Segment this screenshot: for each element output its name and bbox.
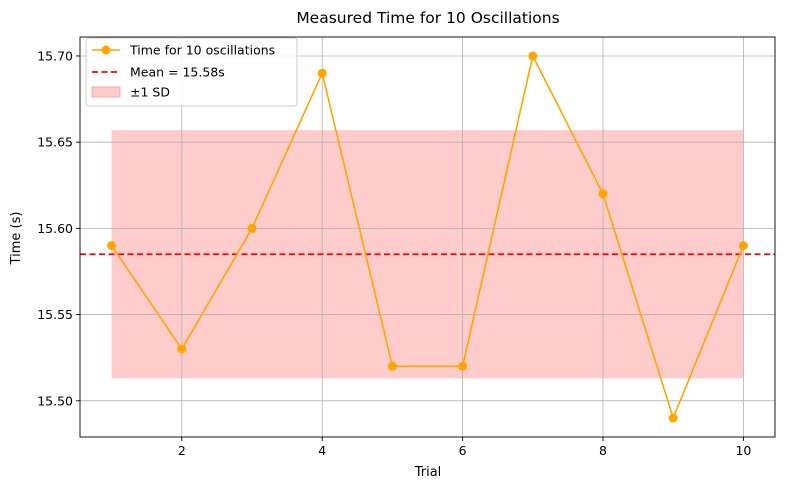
legend-marker-swatch <box>101 45 111 55</box>
data-point <box>247 223 257 233</box>
data-point <box>317 68 327 78</box>
data-point <box>668 413 678 423</box>
y-tick-label: 15.70 <box>37 48 73 63</box>
y-tick-label: 15.55 <box>37 307 73 322</box>
x-tick-label: 2 <box>178 443 186 458</box>
data-point <box>107 241 117 251</box>
plot-area: 2 4 6 8 10 15.50 15.55 15.60 15.65 15.70 <box>37 36 776 458</box>
legend-label-series: Time for 10 oscillations <box>129 43 275 58</box>
y-axis-label: Time (s) <box>9 212 24 266</box>
series-line <box>110 55 745 419</box>
legend-box <box>85 37 298 107</box>
data-point <box>598 189 608 199</box>
data-point <box>458 361 468 371</box>
legend-sd-swatch <box>91 86 121 98</box>
data-point <box>177 344 187 354</box>
legend-label-sd: ±1 SD <box>130 85 170 100</box>
chart-title: Measured Time for 10 Oscillations <box>296 9 559 27</box>
data-point <box>387 361 397 371</box>
data-point <box>738 241 748 251</box>
x-axis-label: Trial <box>414 465 442 480</box>
legend: Time for 10 oscillations Mean = 15.58s ±… <box>85 37 298 107</box>
x-tick-label: 10 <box>735 443 751 458</box>
axes-frame <box>79 36 776 438</box>
legend-label-mean: Mean = 15.58s <box>130 65 225 80</box>
y-tick-label: 15.50 <box>37 393 73 408</box>
x-tick-label: 8 <box>599 443 607 458</box>
x-tick-label: 6 <box>459 443 467 458</box>
data-point <box>528 51 538 61</box>
x-tick-label: 4 <box>318 443 326 458</box>
y-tick-label: 15.65 <box>37 135 73 150</box>
y-tick-label: 15.60 <box>37 221 73 236</box>
